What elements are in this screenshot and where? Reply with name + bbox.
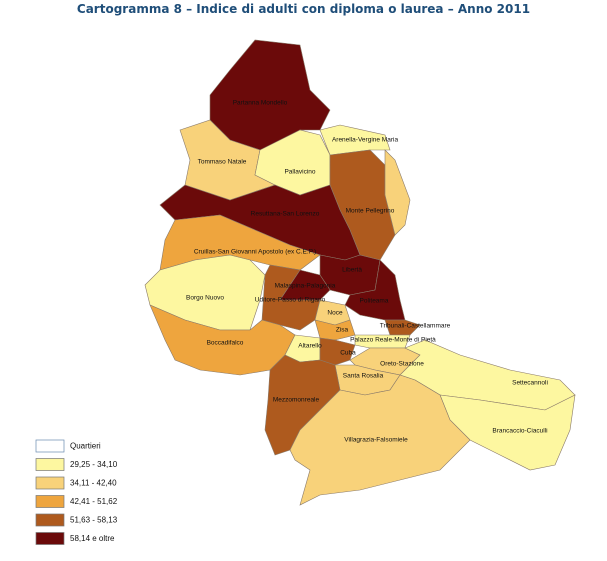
legend-label: 29,25 - 34,10: [70, 460, 118, 469]
district-label: Brancaccio-Ciaculli: [492, 428, 547, 435]
district-label: Monte Pellegrino: [346, 208, 395, 215]
district-label: Villagrazia-Falsomiele: [344, 437, 408, 444]
district-label: Resuttana-San Lorenzo: [251, 211, 320, 218]
legend: Quartieri 29,25 - 34,10 34,11 - 42,40 42,41…: [35, 439, 118, 545]
district-label: Tommaso Natale: [198, 159, 247, 166]
district-label: Cruillas-San Giovanni Apostolo (ex C.E.P…: [194, 249, 316, 256]
district: [384, 319, 421, 336]
district: [344, 259, 406, 321]
district-label: Borgo Nuovo: [186, 295, 224, 302]
legend-swatch: [35, 476, 65, 490]
legend-label: 34,11 - 42,40: [70, 479, 117, 488]
district: [144, 254, 266, 331]
district-label: Oreto-Stazione: [380, 361, 424, 368]
district-label: Altarello: [298, 343, 322, 350]
legend-swatch: [35, 495, 65, 508]
districts: [144, 39, 576, 506]
district-label: Boccadifalco: [207, 340, 244, 347]
legend-label: Quartieri: [70, 442, 101, 451]
district-label: Malaspina-Palagonia: [275, 283, 336, 290]
legend-swatch: [35, 532, 65, 545]
legend-swatch: [35, 458, 65, 471]
district: [289, 374, 471, 506]
legend-swatch: [35, 439, 65, 453]
district-label: Noce: [327, 310, 343, 317]
legend-label: 51,63 - 58,13: [70, 516, 118, 525]
district-label: Pallavicino: [284, 169, 315, 176]
district-label: Politeama: [360, 298, 389, 305]
district-label: Zisa: [336, 327, 349, 334]
legend-swatch: [35, 513, 65, 527]
district-label: Partanna Mondello: [233, 100, 288, 107]
legend-label: 42,41 - 51,62: [70, 497, 118, 506]
district-label: Mezzomonreale: [273, 397, 320, 404]
district: [384, 149, 411, 236]
legend-label: 58,14 e oltre: [70, 534, 115, 543]
district-label: Libertà: [342, 267, 362, 274]
district-label: Santa Rosalia: [343, 373, 384, 380]
district-label: Arenella-Vergine Maria: [332, 137, 399, 144]
district-labels: Partanna Mondello Arenella-Vergine Maria…: [186, 100, 548, 444]
district-label: Palazzo Reale-Monte di Pietà: [350, 337, 436, 344]
map-title: Cartogramma 8 – Indice di adulti con dip…: [76, 2, 531, 16]
district-label: Tribunali-Castellammare: [380, 323, 451, 330]
district-label: Settecannoli: [512, 380, 548, 387]
district-label: Cuba: [340, 350, 356, 357]
district-label: Uditore-Passo di Rigano: [255, 297, 326, 304]
